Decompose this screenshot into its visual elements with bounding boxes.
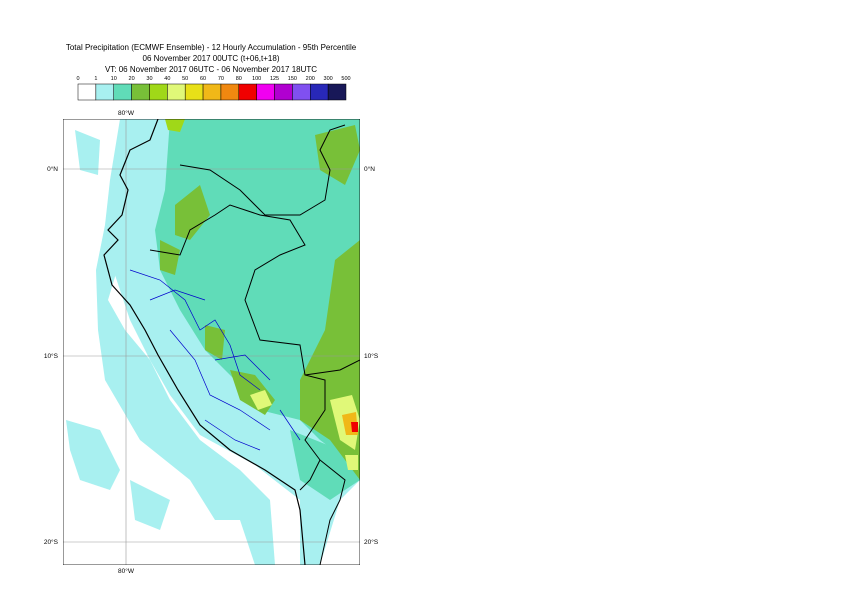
- legend-swatch: [220, 83, 240, 101]
- legend-label: 70: [218, 76, 224, 82]
- title: Total Precipitation (ECMWF Ensemble) - 1…: [66, 43, 357, 52]
- lon-label: 80°W: [118, 567, 135, 575]
- legend: 0 1 10 20 30 40 50 60 70 80 100 125 150 200 300 500: [76, 76, 351, 101]
- legend-label: 0: [76, 76, 79, 82]
- legend-swatch: [113, 83, 132, 101]
- map: [63, 119, 360, 565]
- legend-swatch: [327, 83, 347, 101]
- legend-swatch: [238, 83, 257, 101]
- lat-label: 20°S: [364, 538, 379, 546]
- legend-label: 20: [129, 76, 135, 82]
- legend-label: 10: [111, 76, 117, 82]
- legend-label: 50: [182, 76, 188, 82]
- legend-label: 200: [306, 76, 315, 82]
- legend-label: 300: [324, 76, 333, 82]
- legend-swatch: [149, 83, 168, 101]
- lat-label: 0°N: [47, 165, 58, 173]
- legend-label: 500: [341, 76, 350, 82]
- legend-swatch: [77, 83, 97, 101]
- legend-swatch: [292, 83, 311, 101]
- legend-swatch: [95, 83, 114, 101]
- legend-swatch: [202, 83, 222, 101]
- legend-label: 60: [200, 76, 206, 82]
- base-time: 06 November 2017 00UTC (t+06,t+18): [143, 54, 280, 63]
- legend-label: 40: [164, 76, 170, 82]
- legend-swatch: [256, 83, 275, 101]
- lat-label: 10°S: [44, 352, 59, 360]
- legend-label: 1: [94, 76, 97, 82]
- legend-label: 150: [288, 76, 297, 82]
- lon-label: 80°W: [118, 109, 135, 117]
- valid-time: VT: 06 November 2017 06UTC - 06 November…: [105, 65, 317, 74]
- legend-swatch: [274, 83, 293, 101]
- legend-label: 125: [270, 76, 279, 82]
- legend-label: 80: [236, 76, 242, 82]
- legend-swatch: [310, 83, 329, 101]
- lat-label: 20°S: [44, 538, 59, 546]
- legend-swatch: [131, 83, 150, 101]
- lat-label: 0°N: [364, 165, 375, 173]
- legend-swatch: [184, 83, 204, 101]
- legend-label: 30: [146, 76, 152, 82]
- legend-swatch: [167, 83, 186, 101]
- legend-label: 100: [252, 76, 261, 82]
- lat-label: 10°S: [364, 352, 379, 360]
